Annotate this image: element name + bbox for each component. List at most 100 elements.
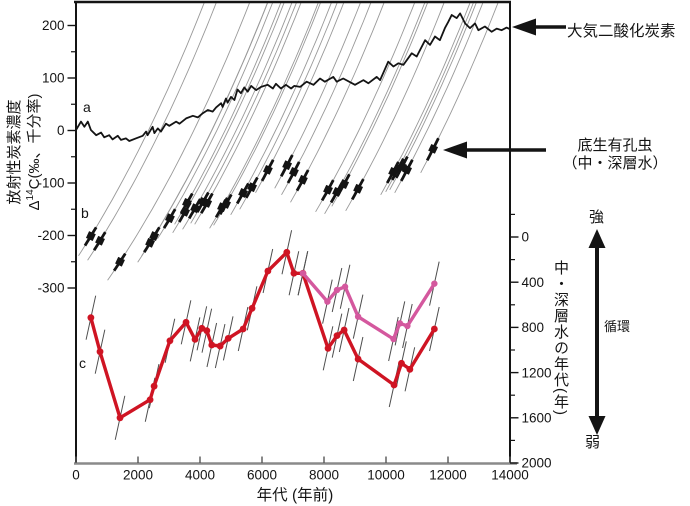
y-left-tick-label: -200 bbox=[37, 228, 64, 243]
red-point bbox=[333, 332, 341, 340]
red-curve bbox=[89, 250, 436, 420]
decay-line bbox=[274, 2, 362, 189]
red-point bbox=[150, 382, 158, 390]
benthic-square bbox=[247, 182, 257, 193]
x-axis-title: 年代 (年前) bbox=[256, 487, 334, 504]
red-point bbox=[354, 355, 362, 363]
y-left-title-superscript: 14 bbox=[24, 189, 36, 201]
red-point bbox=[87, 314, 95, 322]
y-left-axis-title: 放射性炭素濃度 Δ14C(‰、千分率) bbox=[6, 12, 45, 292]
circulation-arrow-down-head bbox=[588, 416, 606, 435]
y-left-title-rest: C(‰、千分率) bbox=[25, 93, 43, 190]
decay-line bbox=[87, 2, 217, 261]
red-point bbox=[406, 365, 414, 373]
red-point bbox=[324, 344, 332, 352]
y-right-tick-label: 0 bbox=[522, 230, 530, 245]
decay-line bbox=[107, 2, 251, 281]
y-left-title-line1: 放射性炭素濃度 bbox=[6, 99, 23, 205]
red-point bbox=[116, 414, 124, 422]
benthic-square bbox=[402, 164, 412, 175]
red-point bbox=[398, 359, 405, 367]
y-right-tick-label: 800 bbox=[522, 320, 545, 335]
decay-line bbox=[230, 2, 333, 216]
benthic-annotation: 底生有孔虫 （中・深層水） bbox=[538, 137, 690, 172]
y-right-tick-label: 400 bbox=[522, 275, 545, 290]
series-label-b: b bbox=[81, 205, 89, 221]
benthic-square bbox=[238, 188, 249, 198]
benthic-square bbox=[85, 231, 96, 241]
atmosphere-annotation: 大気二酸化炭素 bbox=[567, 23, 676, 40]
x-tick-label: 12000 bbox=[429, 468, 467, 483]
benthic-square bbox=[202, 198, 213, 208]
pink-point bbox=[333, 286, 341, 294]
red-point bbox=[191, 335, 199, 343]
red-point bbox=[166, 337, 174, 345]
decay-line bbox=[380, 2, 471, 196]
benthic-square bbox=[282, 160, 293, 171]
decay-line bbox=[394, 2, 484, 194]
pink-point bbox=[396, 320, 404, 327]
decay-line bbox=[209, 2, 320, 229]
y-left-title-delta: Δ bbox=[25, 200, 43, 211]
benthic-square bbox=[339, 179, 350, 189]
red-point bbox=[264, 267, 272, 275]
decay-line bbox=[78, 2, 206, 257]
series-label-c: c bbox=[79, 355, 86, 371]
pink-point bbox=[390, 335, 397, 343]
red-point bbox=[224, 334, 232, 342]
pink-point bbox=[431, 280, 438, 287]
series-label-a: a bbox=[83, 99, 91, 115]
red-point bbox=[430, 325, 438, 333]
y-right-tick-label: 1200 bbox=[522, 365, 552, 380]
x-tick-label: 2000 bbox=[123, 468, 153, 483]
y-right-axis-title: 中・深層水の年代(年) bbox=[552, 260, 569, 416]
y-right-tick-label: 1600 bbox=[522, 411, 552, 426]
y-left-tick-label: 0 bbox=[57, 123, 65, 138]
benthic-square bbox=[149, 231, 160, 241]
benthic-square bbox=[95, 235, 105, 246]
atmosphere-curve bbox=[76, 12, 510, 142]
decay-line bbox=[137, 2, 269, 263]
pink-point bbox=[404, 322, 411, 330]
pink-point bbox=[341, 283, 349, 290]
red-point bbox=[208, 341, 216, 349]
red-point bbox=[283, 248, 291, 256]
decay-line bbox=[190, 2, 298, 224]
benthic-square bbox=[353, 183, 364, 194]
benthic-square bbox=[323, 184, 333, 195]
decay-line bbox=[182, 2, 293, 230]
x-tick-label: 14000 bbox=[491, 468, 529, 483]
benthic-annotation-line1: 底生有孔虫 bbox=[577, 137, 653, 154]
benthic-square bbox=[428, 143, 439, 154]
x-tick-label: 6000 bbox=[247, 468, 277, 483]
decay-line bbox=[174, 2, 282, 225]
circulation-label: 循環 bbox=[604, 319, 631, 334]
pink-point bbox=[299, 270, 307, 277]
x-tick-label: 0 bbox=[72, 468, 80, 483]
red-point bbox=[182, 318, 190, 326]
y-left-tick-label: 100 bbox=[42, 71, 65, 86]
benthic-square bbox=[298, 174, 308, 185]
y-left-tick-label: -300 bbox=[37, 281, 64, 296]
circulation-strong-label: 強 bbox=[589, 209, 605, 226]
decay-line bbox=[194, 2, 302, 225]
red-point bbox=[340, 326, 348, 334]
decay-line bbox=[281, 2, 372, 196]
benthic-square bbox=[262, 164, 273, 175]
decay-line bbox=[324, 2, 426, 215]
y-left-tick-label: -100 bbox=[37, 176, 64, 191]
decay-line bbox=[141, 2, 269, 257]
decay-line bbox=[157, 2, 274, 240]
decay-line bbox=[172, 2, 285, 234]
benthic-square bbox=[182, 198, 192, 208]
red-point bbox=[203, 327, 211, 335]
x-tick-label: 4000 bbox=[185, 468, 215, 483]
red-point bbox=[239, 325, 247, 333]
atmosphere-arrowhead bbox=[512, 18, 536, 36]
benthic-annotation-line2: （中・深層水） bbox=[562, 154, 668, 172]
red-point bbox=[248, 304, 256, 312]
benthic-square bbox=[221, 199, 231, 209]
red-point bbox=[216, 342, 224, 350]
